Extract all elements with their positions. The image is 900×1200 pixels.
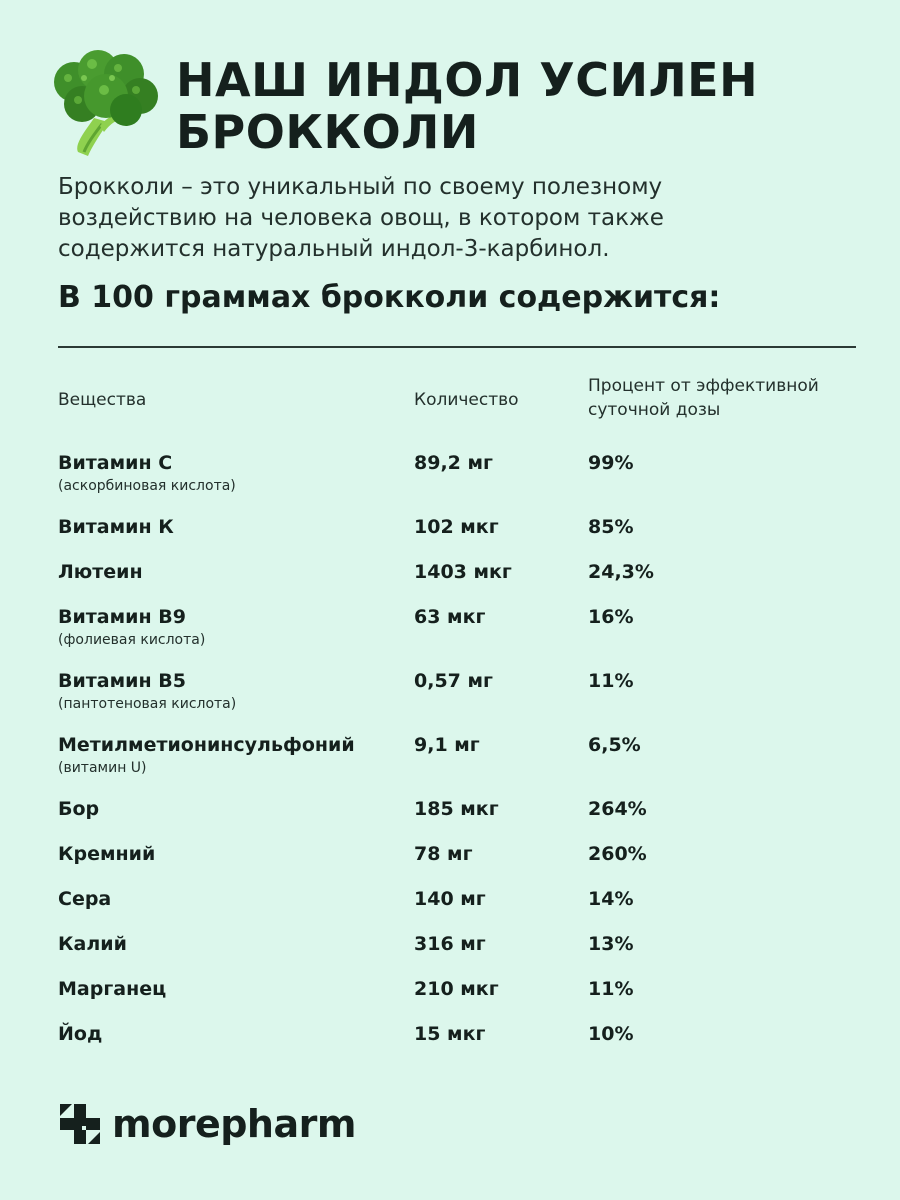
intro-line-1: Брокколи – это уникальный по своему поле…	[58, 174, 663, 200]
substance-name: Сера	[58, 888, 112, 910]
brand-logo: morepharm	[58, 1100, 418, 1150]
substance-name: Витамин К	[58, 516, 174, 538]
substance-amount: 15 мкг	[414, 1023, 486, 1045]
table-row: Витамин К 102 мкг 85%	[58, 514, 856, 559]
header-amount: Количество	[414, 390, 519, 410]
title-line-2: БРОККОЛИ	[176, 105, 479, 159]
substance-name: Лютеин	[58, 561, 143, 583]
table-header: Вещества Количество Процент от эффективн…	[58, 374, 856, 430]
intro-line-3: содержится натуральный индол-3-карбинол.	[58, 236, 610, 262]
substance-percent: 11%	[588, 978, 634, 1000]
substance-percent: 99%	[588, 452, 634, 474]
substance-name: Марганец	[58, 978, 167, 1000]
table-row: Сера 140 мг 14%	[58, 886, 856, 931]
page-header: НАШ ИНДОЛ УСИЛЕН БРОККОЛИ	[48, 48, 848, 160]
header-percent-line-2: суточной дозы	[588, 400, 721, 420]
substance-amount: 102 мкг	[414, 516, 499, 538]
table-row: Витамин В9 (фолиевая кислота) 63 мкг 16%	[58, 604, 856, 668]
substance-note: (аскорбиновая кислота)	[58, 478, 236, 494]
table-row: Витамин В5 (пантотеновая кислота) 0,57 мг 1…	[58, 668, 856, 732]
title-line-1: НАШ ИНДОЛ УСИЛЕН	[176, 53, 759, 107]
substance-amount: 1403 мкг	[414, 561, 512, 583]
table-row: Метилметионинсульфоний (витамин U) 9,1 мг 6…	[58, 732, 856, 796]
brand-name: morepharm	[112, 1102, 356, 1146]
substance-amount: 210 мкг	[414, 978, 499, 1000]
substance-percent: 16%	[588, 606, 634, 628]
table-row: Калий 316 мг 13%	[58, 931, 856, 976]
substance-note: (витамин U)	[58, 760, 147, 776]
substance-percent: 6,5%	[588, 734, 641, 756]
header-percent: Процент от эффективной суточной дозы	[588, 374, 856, 422]
substance-name: Витамин В9	[58, 606, 186, 628]
substance-percent: 14%	[588, 888, 634, 910]
substance-percent: 24,3%	[588, 561, 654, 583]
substance-percent: 13%	[588, 933, 634, 955]
broccoli-icon	[54, 50, 158, 156]
substance-amount: 89,2 мг	[414, 452, 493, 474]
substance-name: Кремний	[58, 843, 156, 865]
substance-name: Бор	[58, 798, 100, 820]
header-substance: Вещества	[58, 390, 147, 410]
substance-amount: 316 мг	[414, 933, 486, 955]
substance-amount: 185 мкг	[414, 798, 499, 820]
substance-percent: 10%	[588, 1023, 634, 1045]
header-percent-line-1: Процент от эффективной	[588, 376, 819, 396]
substance-name: Витамин С	[58, 452, 173, 474]
table-row: Витамин С (аскорбиновая кислота) 89,2 мг 99…	[58, 450, 856, 514]
substance-name: Йод	[58, 1023, 103, 1045]
plus-cross-icon	[60, 1104, 100, 1144]
substance-amount: 140 мг	[414, 888, 486, 910]
section-heading: В 100 граммах брокколи содержится:	[58, 280, 721, 315]
table-row: Марганец 210 мкг 11%	[58, 976, 856, 1021]
substance-amount: 78 мг	[414, 843, 473, 865]
substance-percent: 85%	[588, 516, 634, 538]
table-row: Йод 15 мкг 10%	[58, 1021, 856, 1066]
substance-percent: 260%	[588, 843, 647, 865]
divider	[58, 346, 856, 348]
page-title: НАШ ИНДОЛ УСИЛЕН БРОККОЛИ	[176, 54, 836, 158]
table-row: Лютеин 1403 мкг 24,3%	[58, 559, 856, 604]
substance-percent: 11%	[588, 670, 634, 692]
substance-name: Калий	[58, 933, 127, 955]
substance-note: (пантотеновая кислота)	[58, 696, 237, 712]
table-row: Кремний 78 мг 260%	[58, 841, 856, 886]
substance-name: Метилметионинсульфоний	[58, 734, 355, 756]
substance-amount: 0,57 мг	[414, 670, 493, 692]
intro-line-2: воздействию на человека овощ, в котором …	[58, 205, 664, 231]
intro-paragraph: Брокколи – это уникальный по своему поле…	[58, 172, 848, 265]
substance-percent: 264%	[588, 798, 647, 820]
substance-amount: 63 мкг	[414, 606, 486, 628]
substance-amount: 9,1 мг	[414, 734, 480, 756]
substance-note: (фолиевая кислота)	[58, 632, 206, 648]
table-row: Бор 185 мкг 264%	[58, 796, 856, 841]
nutrient-table: Витамин С (аскорбиновая кислота) 89,2 мг 99…	[58, 450, 856, 1066]
substance-name: Витамин В5	[58, 670, 186, 692]
